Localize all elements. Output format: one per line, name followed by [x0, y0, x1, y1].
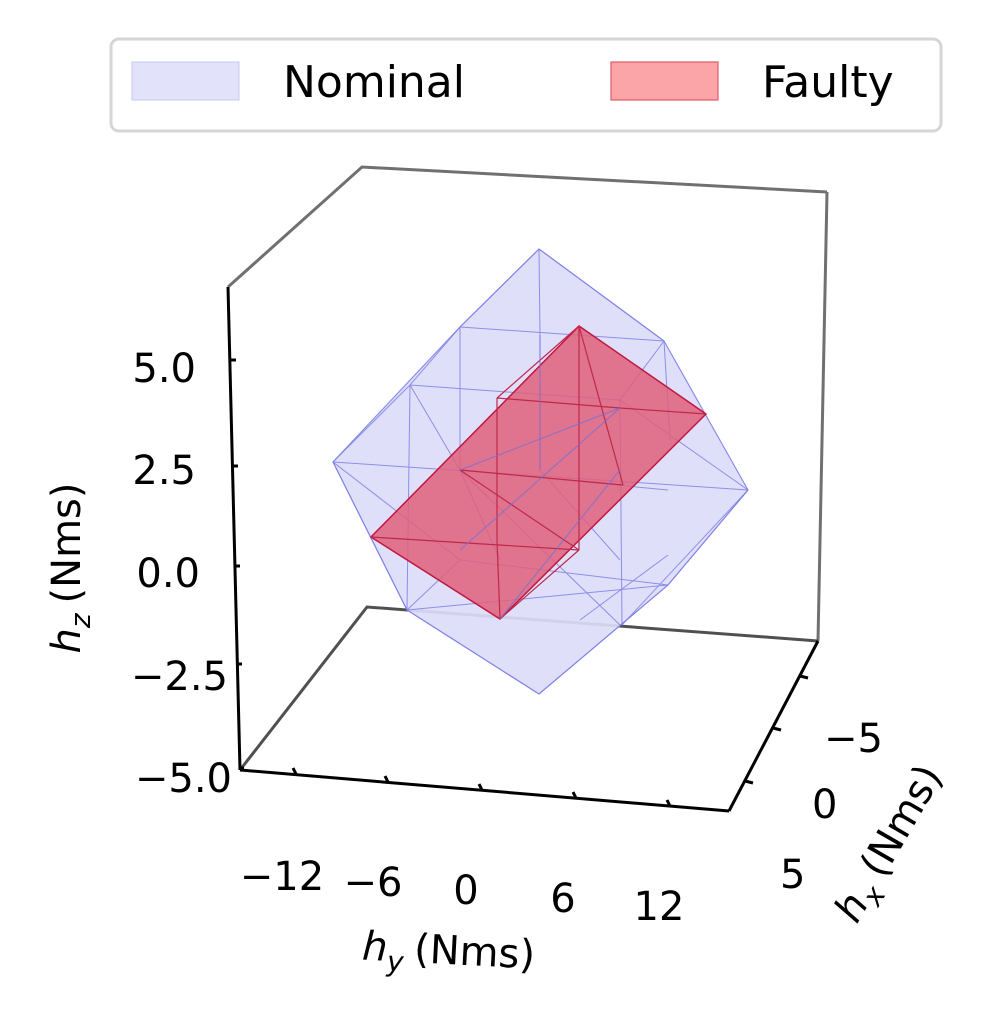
- x-tick-label: −5: [824, 716, 883, 762]
- y-tick-6: [571, 791, 578, 799]
- x-tick-m5: [799, 674, 809, 680]
- x-tick-label: 5: [780, 852, 805, 898]
- y-tick-label: −12: [240, 854, 324, 900]
- y-axis: −12 −6 0 6 12: [240, 767, 685, 930]
- y-tick-m12: [291, 767, 298, 775]
- y-tick-label: 12: [634, 884, 685, 930]
- z-axis-label: hz(Nms): [44, 483, 97, 654]
- legend-swatch-faulty: [610, 61, 719, 101]
- z-tick-label: −2.5: [131, 654, 228, 700]
- y-tick-12: [665, 799, 672, 807]
- z-axis-line: [226, 286, 242, 771]
- x-axis-line: [727, 640, 820, 812]
- legend-swatch-nominal: [131, 61, 240, 101]
- y-tick-0: [477, 783, 484, 791]
- legend-label-nominal: Nominal: [283, 57, 465, 108]
- y-axis-label: hy (Nms): [361, 924, 536, 986]
- floor-back-edges: [238, 605, 819, 771]
- y-tick-label: 6: [550, 876, 575, 922]
- y-tick-label: 0: [453, 868, 478, 914]
- axes-box: [226, 165, 829, 813]
- x-axis: −5 0 5: [744, 674, 883, 898]
- faulty-edges: [370, 325, 707, 620]
- z-tick-label: 0.0: [136, 551, 200, 597]
- x-tick-label: 0: [812, 782, 837, 828]
- back-top-edge: [226, 165, 828, 289]
- z-tick-label: −5.0: [135, 756, 232, 802]
- x-tick-0: [772, 726, 782, 732]
- x-axis-label: hx(Nms): [826, 757, 958, 933]
- series-faulty: [369, 325, 708, 620]
- y-tick-label: −6: [344, 860, 403, 906]
- faulty-inner-blue-edges: [459, 335, 621, 620]
- legend-frame: [109, 37, 943, 133]
- z-tick-label: 2.5: [132, 448, 196, 494]
- legend: Nominal Faulty: [109, 37, 943, 133]
- z-tick-label: 5.0: [132, 346, 196, 392]
- x-tick-5: [744, 779, 754, 785]
- back-vertical-edge: [816, 191, 829, 642]
- legend-label-faulty: Faulty: [762, 57, 894, 108]
- y-tick-m6: [383, 775, 390, 783]
- y-axis-line: [239, 768, 730, 813]
- z-axis: 5.0 2.5 0.0 −2.5 −5.0: [131, 346, 244, 802]
